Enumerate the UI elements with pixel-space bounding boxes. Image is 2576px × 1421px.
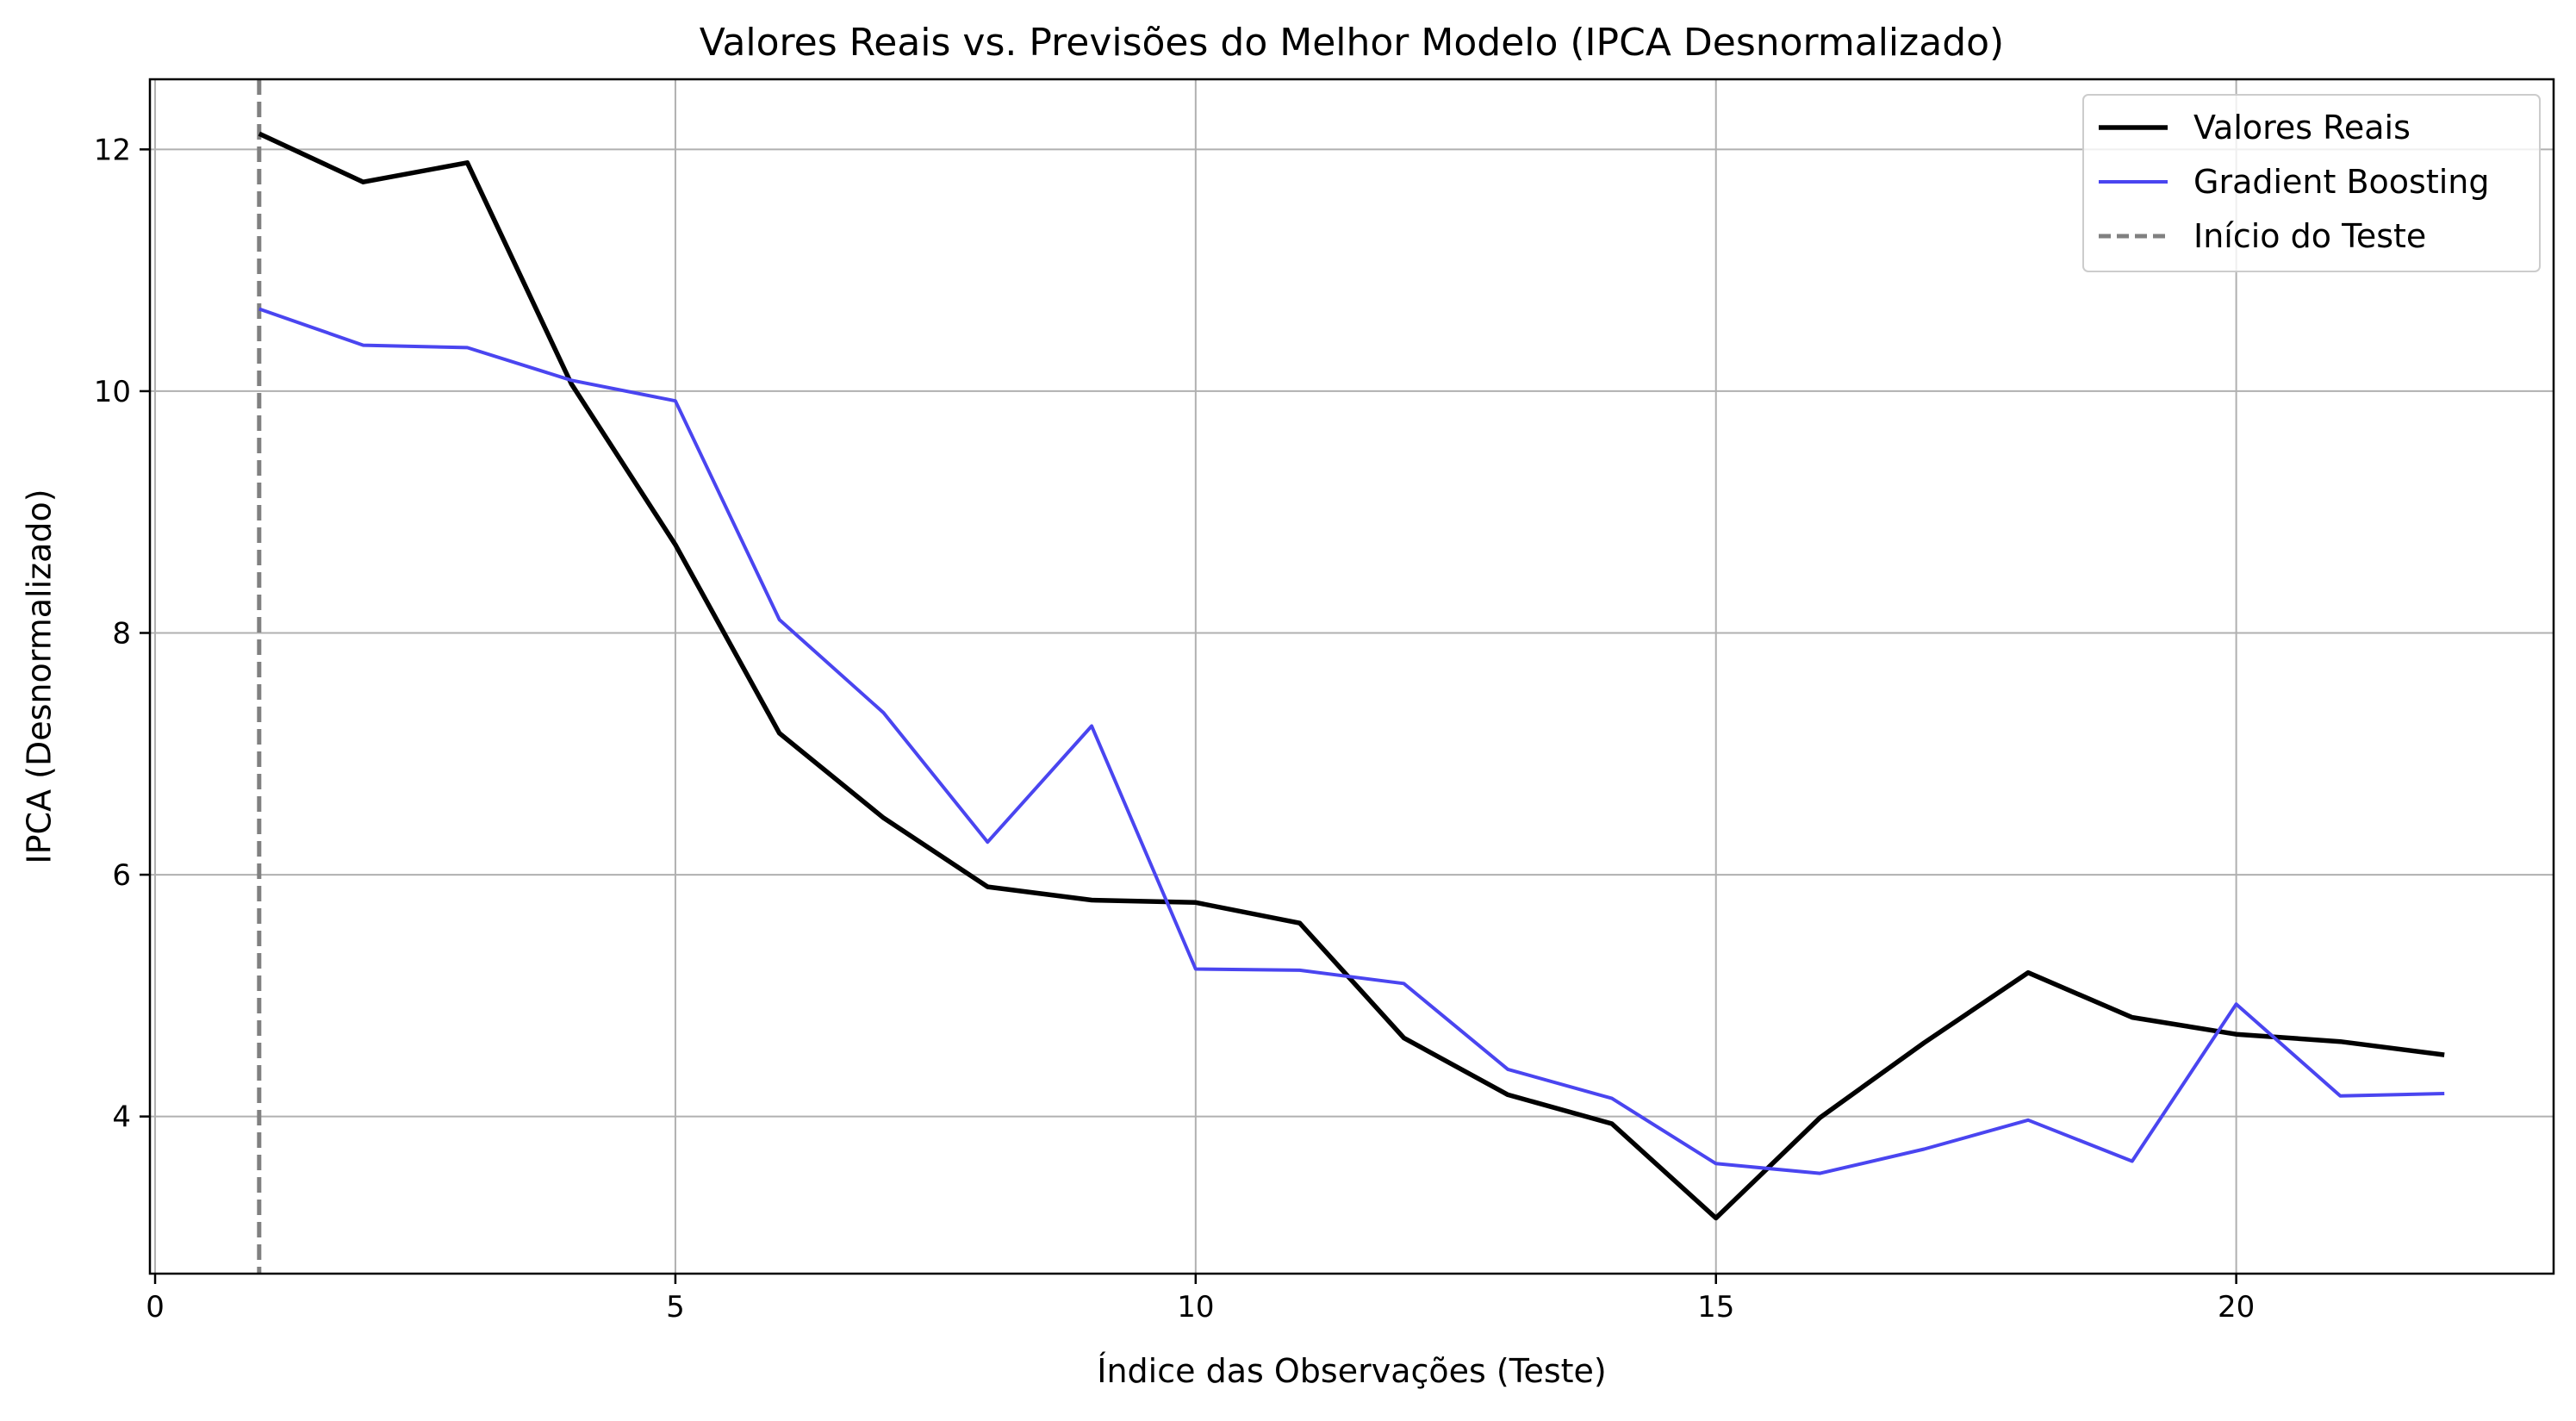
series-line-gradient-boosting: [258, 307, 2445, 1175]
y-tick-label: 6: [112, 858, 131, 893]
series-layer: [257, 79, 2445, 1274]
series-line-valores-reais: [258, 131, 2445, 1221]
x-tick-label: 10: [1177, 1290, 1214, 1324]
axis-ticks: 0 5 10 15 20 4 6 8 10 12: [94, 133, 2256, 1324]
x-tick-label: 5: [666, 1290, 685, 1324]
y-tick-label: 4: [112, 1100, 131, 1135]
legend-box: [2082, 94, 2541, 272]
y-axis-label: IPCA (Desnormalizado): [21, 489, 59, 863]
x-tick-label: 15: [1697, 1290, 1734, 1324]
y-tick-label: 12: [94, 133, 131, 167]
legend-label-inicio-do-teste: Início do Teste: [2193, 217, 2426, 255]
y-tick-label: 10: [94, 375, 131, 409]
x-axis-label: Índice das Observações (Teste): [1097, 1352, 1606, 1390]
x-tick-label: 20: [2218, 1290, 2255, 1324]
y-tick-label: 8: [112, 616, 131, 651]
chart-title: Valores Reais vs. Previsões do Melhor Mo…: [700, 21, 2004, 65]
legend: Valores Reais Gradient Boosting Início d…: [2082, 94, 2541, 272]
legend-label-valores-reais: Valores Reais: [2193, 109, 2411, 146]
x-tick-label: 0: [146, 1290, 165, 1324]
legend-label-gradient-boosting: Gradient Boosting: [2193, 163, 2490, 201]
plot-frame: [148, 78, 2555, 1275]
